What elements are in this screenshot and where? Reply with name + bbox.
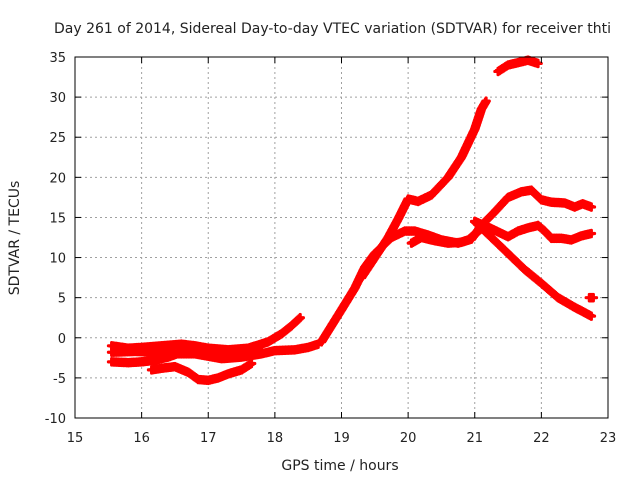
x-tick-label: 16 <box>133 431 150 446</box>
y-tick-label: 35 <box>49 51 66 66</box>
series-track-6 <box>356 96 491 283</box>
y-axis-label: SDTVAR / TECUs <box>7 181 23 296</box>
x-tick-label: 18 <box>267 431 284 446</box>
x-axis-label: GPS time / hours <box>281 458 398 474</box>
x-tick-label: 20 <box>400 431 417 446</box>
series-track-7 <box>406 232 477 248</box>
x-tick-label: 17 <box>200 431 217 446</box>
y-tick-label: 0 <box>58 332 66 347</box>
series-track-4 <box>146 358 257 386</box>
isolated-point <box>584 292 599 303</box>
y-tick-label: 20 <box>49 171 66 186</box>
y-tick-label: 30 <box>49 91 66 106</box>
data-series <box>106 55 599 386</box>
x-tick-label: 15 <box>67 431 84 446</box>
series-track-10 <box>469 216 597 321</box>
y-tick-label: 5 <box>58 292 66 307</box>
axis-ticks: 15 16 17 18 19 20 21 22 23 -10 -5 0 5 10 15 20 25 30 35 <box>45 51 617 446</box>
y-tick-label: -5 <box>53 372 66 387</box>
x-tick-label: 19 <box>333 431 350 446</box>
y-tick-label: -10 <box>45 412 66 427</box>
y-tick-label: 15 <box>49 211 66 226</box>
series-track-11 <box>493 55 543 77</box>
y-tick-label: 10 <box>49 252 66 267</box>
x-tick-label: 23 <box>600 431 617 446</box>
y-tick-label: 25 <box>49 131 66 146</box>
x-tick-label: 21 <box>466 431 483 446</box>
chart-title: Day 261 of 2014, Sidereal Day-to-day VTE… <box>54 21 611 37</box>
x-tick-label: 22 <box>533 431 550 446</box>
series-track-3 <box>106 345 267 368</box>
